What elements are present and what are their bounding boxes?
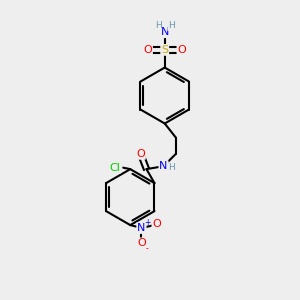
Text: O: O <box>143 45 152 55</box>
Text: N: N <box>159 161 168 171</box>
Text: N: N <box>160 27 169 37</box>
Text: H: H <box>155 21 162 30</box>
Text: S: S <box>161 45 168 55</box>
Text: O: O <box>136 149 145 159</box>
Text: O: O <box>137 238 146 248</box>
Text: O: O <box>177 45 186 55</box>
Text: Cl: Cl <box>110 163 120 173</box>
Text: +: + <box>144 218 151 227</box>
Text: H: H <box>168 21 175 30</box>
Text: -: - <box>146 244 148 253</box>
Text: H: H <box>168 163 175 172</box>
Text: N: N <box>137 223 146 233</box>
Text: O: O <box>152 220 161 230</box>
